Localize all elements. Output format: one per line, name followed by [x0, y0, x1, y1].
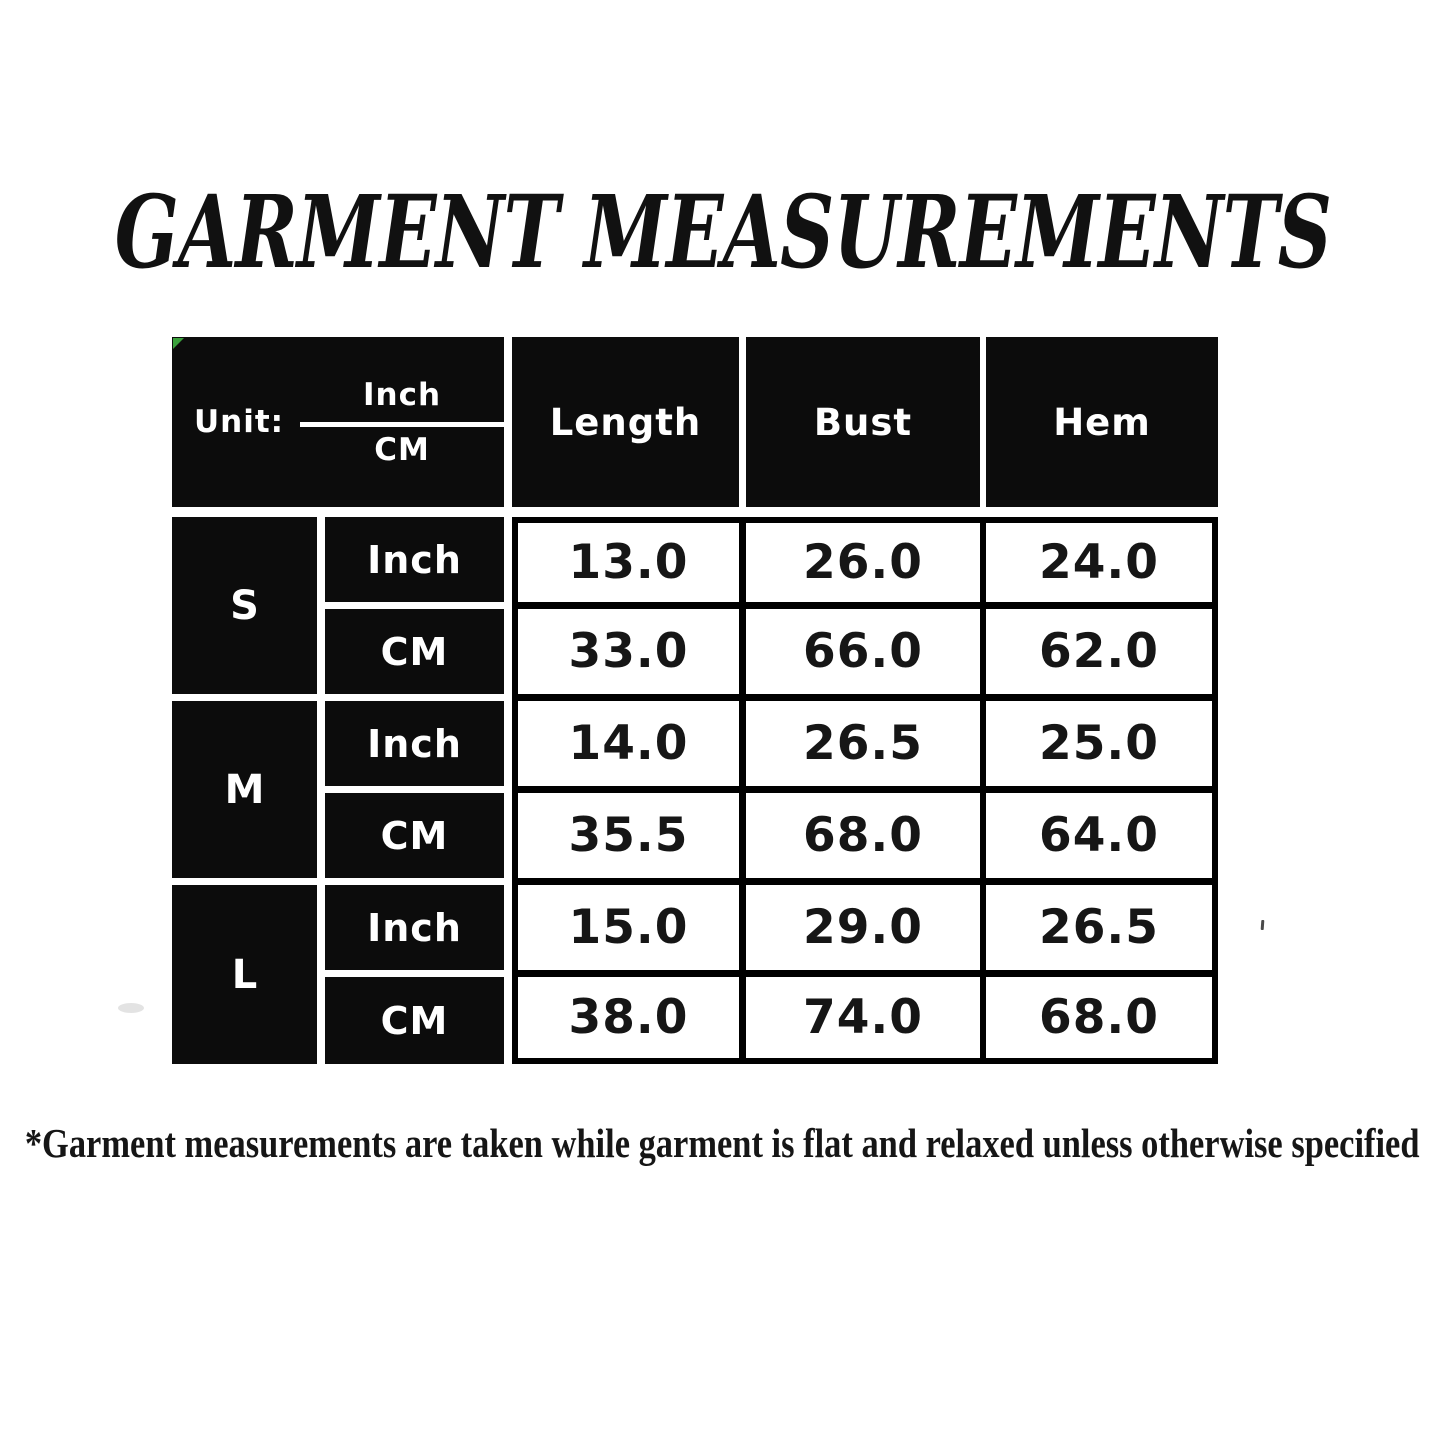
measurement-cell: 24.0: [986, 523, 1212, 602]
row-unit-cell-l-cm: CM: [325, 977, 504, 1064]
stray-smudge-mark: [118, 1003, 144, 1013]
unit-label: Unit:: [194, 404, 285, 440]
fraction-divider: [300, 421, 504, 427]
row-unit-cell-s-cm: CM: [325, 609, 504, 694]
measurement-cell: 14.0: [518, 701, 739, 786]
data-grid-backdrop: [512, 517, 1218, 1064]
measurement-cell: 68.0: [746, 793, 980, 878]
measurement-cell: 26.0: [746, 523, 980, 602]
unit-header-cell: Unit: Inch CM: [172, 337, 504, 507]
measurement-cell: 15.0: [518, 885, 739, 970]
unit-fraction-top: Inch: [363, 376, 442, 413]
measurement-cell: 68.0: [986, 977, 1212, 1058]
measurement-cell: 33.0: [518, 609, 739, 694]
footnote-container: *Garment measurements are taken while ga…: [0, 1108, 1445, 1178]
unit-fraction: Inch CM: [300, 377, 504, 468]
measurements-table: Unit: Inch CM Length Bust Hem S M L Inch…: [172, 337, 1218, 1064]
measurement-cell: 29.0: [746, 885, 980, 970]
row-unit-cell-l-inch: Inch: [325, 885, 504, 970]
size-cell-s: S: [172, 517, 317, 694]
measurement-cell: 66.0: [746, 609, 980, 694]
column-header-hem: Hem: [986, 337, 1218, 507]
page-title: GARMENT MEASUREMENTS: [114, 173, 1331, 291]
row-unit-cell-s-inch: Inch: [325, 517, 504, 602]
column-header-length: Length: [512, 337, 739, 507]
measurement-cell: 62.0: [986, 609, 1212, 694]
title-container: GARMENT MEASUREMENTS: [0, 172, 1445, 292]
stray-tick-mark: [1260, 919, 1265, 931]
row-unit-cell-m-inch: Inch: [325, 701, 504, 786]
size-cell-m: M: [172, 701, 317, 878]
column-header-bust: Bust: [746, 337, 980, 507]
measurement-cell: 26.5: [986, 885, 1212, 970]
measurement-cell: 25.0: [986, 701, 1212, 786]
size-cell-l: L: [172, 885, 317, 1064]
measurement-cell: 35.5: [518, 793, 739, 878]
green-corner-marker-icon: [173, 338, 184, 349]
unit-fraction-bottom: CM: [374, 431, 430, 468]
row-unit-cell-m-cm: CM: [325, 793, 504, 878]
measurement-cell: 26.5: [746, 701, 980, 786]
measurement-cell: 64.0: [986, 793, 1212, 878]
footnote: *Garment measurements are taken while ga…: [25, 1120, 1420, 1166]
measurement-cell: 38.0: [518, 977, 739, 1058]
measurement-cell: 74.0: [746, 977, 980, 1058]
measurement-cell: 13.0: [518, 523, 739, 602]
